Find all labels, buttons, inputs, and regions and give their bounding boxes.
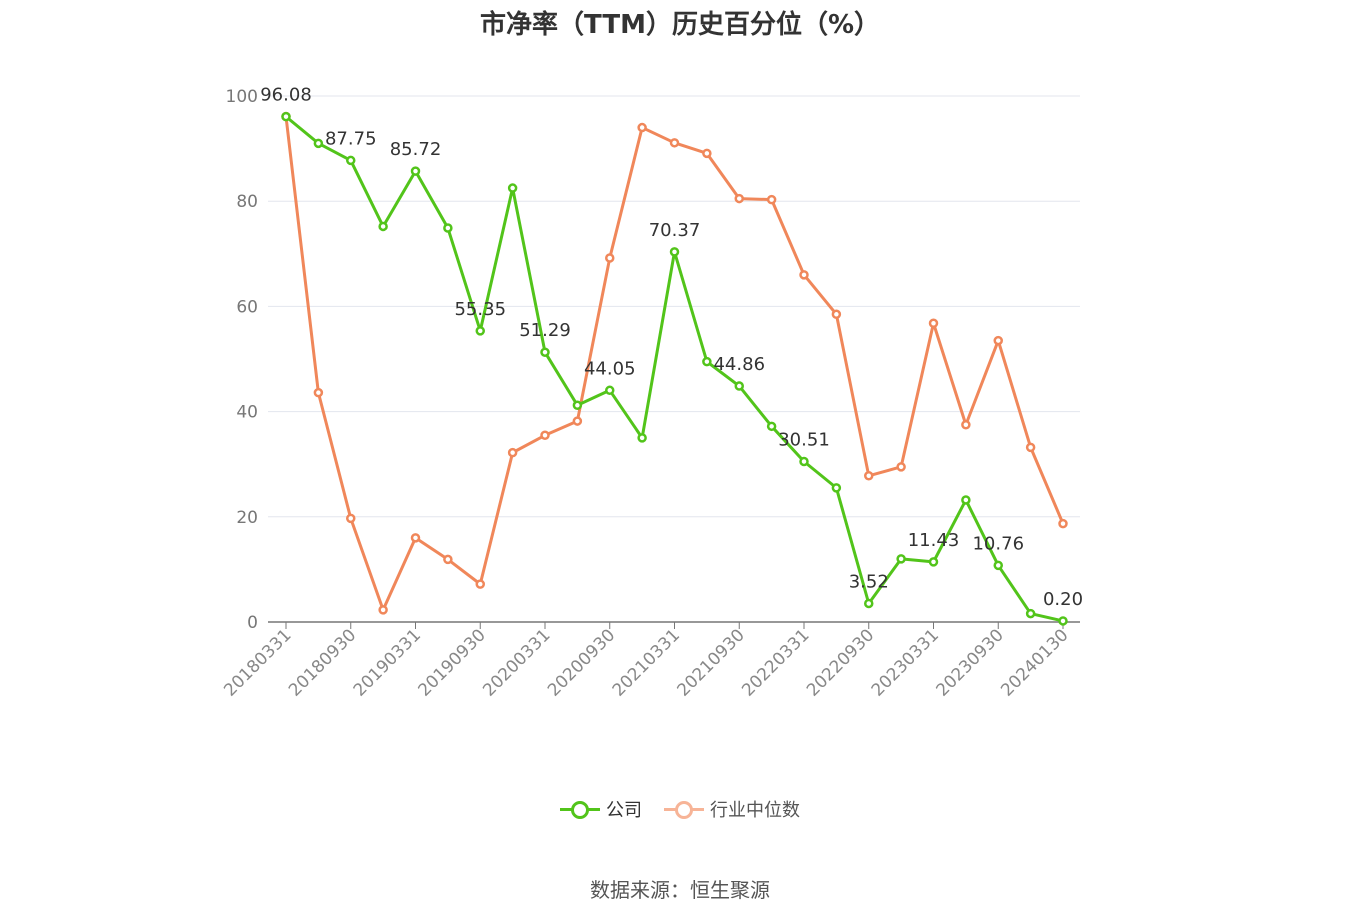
data-label: 11.43 xyxy=(908,530,960,551)
data-labels: 96.08 87.75 85.72 55.35 51.29 44.05 70.37 44.86… xyxy=(260,85,1083,610)
y-tick-label: 80 xyxy=(236,192,258,212)
data-point xyxy=(346,155,356,166)
data-point xyxy=(734,193,744,204)
data-label: 51.29 xyxy=(519,320,571,341)
x-tick-label: 20210331 xyxy=(609,625,684,700)
legend-marker-icon xyxy=(560,799,600,819)
data-label: 44.05 xyxy=(584,358,636,379)
data-point xyxy=(864,598,874,609)
data-point xyxy=(507,183,518,193)
data-point xyxy=(766,421,777,432)
data-point xyxy=(378,221,388,232)
x-tick-label: 20210930 xyxy=(673,625,748,700)
data-source-note: 数据来源：恒生聚源 xyxy=(590,878,770,902)
data-point xyxy=(993,335,1003,346)
data-point xyxy=(540,430,550,441)
data-point xyxy=(313,387,324,398)
x-tick-label: 20230930 xyxy=(932,625,1007,700)
data-label: 3.52 xyxy=(849,571,889,592)
legend: 公司 行业中位数 xyxy=(0,796,1360,822)
data-point xyxy=(507,447,518,458)
data-label: 0.20 xyxy=(1043,589,1083,610)
data-point xyxy=(410,533,421,543)
data-label: 70.37 xyxy=(649,220,701,241)
data-point xyxy=(928,318,939,328)
data-point xyxy=(313,138,324,149)
legend-item-industry[interactable]: 行业中位数 xyxy=(664,796,800,822)
data-label: 85.72 xyxy=(390,139,442,160)
y-tick-label: 100 xyxy=(226,87,258,107)
y-tick-label: 60 xyxy=(236,297,258,317)
data-point xyxy=(1025,608,1036,619)
x-tick-label: 20190930 xyxy=(414,625,489,700)
data-point xyxy=(443,223,453,233)
data-label: 96.08 xyxy=(260,85,312,106)
data-point xyxy=(572,400,583,411)
legend-item-company[interactable]: 公司 xyxy=(560,796,642,822)
data-point xyxy=(475,579,485,589)
x-tick-label: 20230331 xyxy=(868,625,943,700)
data-point xyxy=(734,381,744,391)
data-point xyxy=(799,270,809,280)
y-tick-label: 40 xyxy=(236,403,258,423)
data-point xyxy=(896,554,906,564)
data-point xyxy=(799,456,809,467)
data-point xyxy=(540,347,550,357)
x-tick-label: 20240130 xyxy=(997,625,1072,700)
data-point xyxy=(281,111,291,122)
data-point xyxy=(475,326,485,336)
series xyxy=(281,111,1068,626)
legend-label-industry: 行业中位数 xyxy=(710,800,800,821)
data-point xyxy=(669,138,680,148)
data-point xyxy=(669,247,680,257)
legend-label-company: 公司 xyxy=(606,800,642,821)
data-point xyxy=(605,253,615,263)
data-point xyxy=(961,495,971,505)
data-point xyxy=(346,513,356,524)
legend-marker-icon xyxy=(664,799,704,819)
data-point xyxy=(1025,442,1036,453)
data-point xyxy=(572,416,583,426)
chart-title: 市净率（TTM）历史百分位（%） xyxy=(480,10,880,40)
data-point xyxy=(637,122,647,133)
data-point xyxy=(1058,616,1068,626)
x-tick-label: 20180331 xyxy=(220,625,295,700)
grid-lines xyxy=(268,95,1080,518)
data-point xyxy=(993,560,1003,571)
x-tick-label: 20200930 xyxy=(544,625,619,700)
data-label: 30.51 xyxy=(778,430,830,451)
data-point xyxy=(637,433,647,443)
data-label: 44.86 xyxy=(713,354,765,375)
data-point xyxy=(443,554,453,565)
data-label: 55.35 xyxy=(454,299,506,320)
data-point xyxy=(896,462,906,472)
data-point xyxy=(864,471,874,481)
data-point xyxy=(605,385,615,396)
x-tick-label: 20220930 xyxy=(803,625,878,700)
data-point xyxy=(1058,518,1068,529)
data-point xyxy=(702,148,712,159)
data-point xyxy=(831,309,842,320)
data-point xyxy=(928,557,939,567)
data-point xyxy=(410,166,421,176)
data-label: 10.76 xyxy=(972,533,1024,554)
data-point xyxy=(961,420,971,430)
data-point xyxy=(831,483,842,493)
y-tick-label: 0 xyxy=(247,613,258,633)
x-tick-label: 20190331 xyxy=(350,625,425,700)
data-point xyxy=(766,194,777,205)
x-tick-label: 20220331 xyxy=(738,625,813,700)
x-tick-label: 20180930 xyxy=(285,625,360,700)
data-point xyxy=(702,356,712,367)
data-point xyxy=(378,605,388,615)
data-label: 87.75 xyxy=(325,128,377,149)
y-tick-label: 20 xyxy=(236,508,258,528)
x-tick-label: 20200331 xyxy=(479,625,554,700)
